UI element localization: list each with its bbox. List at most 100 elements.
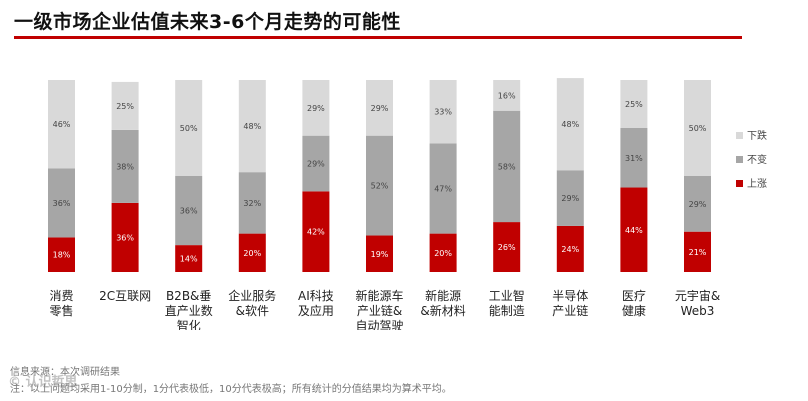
category-label: 消费 [49, 289, 73, 303]
data-label-down: 16% [498, 91, 516, 100]
bar-segment-flat [366, 135, 393, 236]
bar-segment-down [48, 80, 75, 169]
bar-segment-down [366, 80, 393, 136]
data-label-down: 46% [53, 120, 71, 129]
legend-label-down: 下跌 [747, 129, 767, 142]
bar-segment-up [684, 231, 711, 272]
data-label-flat: 31% [625, 154, 643, 163]
bar-segment-flat [238, 172, 266, 234]
bar-segment-flat [493, 110, 521, 223]
category-label: Web3 [681, 304, 715, 318]
data-label-up: 24% [561, 245, 579, 254]
bar-segment-flat [111, 129, 139, 203]
data-label-down: 50% [689, 124, 707, 133]
bar-segment-up [429, 233, 457, 272]
bar-segment-down [238, 80, 266, 173]
category-label: 能制造 [489, 304, 525, 318]
bar-segment-down [556, 78, 584, 171]
data-label-down: 29% [307, 104, 325, 113]
bar-segment-up [111, 202, 139, 272]
category-label: &新材料 [420, 303, 465, 318]
watermark: © 认识哲思 [8, 375, 78, 390]
category-label: 及应用 [298, 303, 334, 318]
data-label-down: 50% [180, 124, 198, 133]
data-label-flat: 38% [116, 162, 134, 171]
bar-segment-flat [684, 176, 711, 232]
category-label: B2B&垂 [166, 289, 211, 303]
bar-segment-up [175, 245, 203, 272]
bar-segment-up [493, 222, 521, 272]
legend-label-up: 上涨 [747, 178, 767, 190]
data-label-down: 25% [625, 100, 643, 109]
category-label: 产业链 [552, 303, 588, 318]
legend-swatch-up [736, 180, 743, 187]
category-label: AI科技 [298, 289, 334, 303]
bar-segment-up [620, 187, 648, 272]
data-label-up: 42% [307, 228, 325, 237]
bar-segment-flat [429, 143, 457, 234]
data-label-down: 25% [116, 102, 134, 111]
category-label: 元宇宙& [675, 288, 720, 303]
bar-segment-down [111, 81, 139, 130]
bar-segment-up [556, 225, 584, 272]
bar-segment-up [238, 233, 266, 272]
category-label: 自动驾驶 [355, 318, 403, 330]
data-label-up: 36% [116, 233, 134, 242]
category-label: 医疗 [622, 289, 646, 303]
data-label-flat: 32% [243, 199, 261, 208]
legend-swatch-down [736, 132, 743, 139]
category-label: 产业链& [357, 303, 402, 318]
data-label-up: 26% [498, 243, 516, 252]
category-label: 企业服务 [228, 288, 276, 303]
category-label: 直产业数 [165, 303, 213, 318]
category-label: 健康 [622, 303, 646, 318]
bar-segment-down [493, 80, 521, 111]
data-label-up: 44% [625, 226, 643, 235]
bar-segment-up [366, 235, 393, 272]
data-label-flat: 36% [180, 207, 198, 216]
page-title: 一级市场企业估值未来3-6个月走势的可能性 [14, 11, 401, 33]
category-label: 新能源 [425, 288, 461, 303]
data-label-down: 48% [243, 122, 261, 131]
data-label-down: 29% [371, 104, 389, 113]
bar-segment-flat [302, 135, 330, 192]
data-label-up: 20% [243, 249, 261, 258]
data-label-flat: 47% [434, 184, 452, 193]
category-label: 工业智 [489, 288, 525, 303]
data-label-flat: 29% [561, 194, 579, 203]
title-underline [14, 36, 742, 39]
bar-segment-flat [556, 170, 584, 226]
data-label-up: 21% [689, 248, 707, 257]
legend-label-flat: 不变 [747, 153, 767, 166]
bar-segment-flat [48, 168, 75, 238]
data-label-flat: 29% [307, 160, 325, 169]
bar-segment-down [429, 80, 457, 144]
bar-segment-down [175, 80, 203, 176]
data-label-up: 20% [434, 249, 452, 258]
footnote-text: 注：以上问题均采用1-10分制，1分代表极低，10分代表极高；所有统计的分值结果… [10, 384, 452, 395]
data-label-flat: 29% [689, 200, 707, 209]
bar-segment-up [302, 191, 330, 272]
data-label-up: 18% [53, 251, 71, 260]
legend-swatch-flat [736, 156, 743, 163]
category-label: 新能源车 [355, 288, 403, 303]
bar-segment-down [684, 80, 711, 176]
bar-segment-flat [175, 176, 203, 246]
bar-segment-down [620, 80, 648, 128]
category-label: 2C互联网 [99, 289, 151, 303]
data-label-down: 33% [434, 108, 452, 117]
category-label: 智化 [177, 318, 201, 330]
data-label-down: 48% [561, 120, 579, 129]
data-label-flat: 36% [53, 199, 71, 208]
bar-segment-up [48, 237, 75, 272]
category-label: 半导体 [552, 289, 588, 303]
bar-segment-flat [620, 128, 648, 188]
data-label-flat: 58% [498, 162, 516, 171]
bar-segment-down [302, 80, 330, 136]
category-label: 零售 [49, 303, 73, 318]
category-label: &软件 [236, 304, 269, 318]
data-label-up: 14% [180, 255, 198, 264]
data-label-flat: 52% [371, 182, 389, 191]
source-text: 信息来源：本次调研结果 [10, 367, 120, 378]
